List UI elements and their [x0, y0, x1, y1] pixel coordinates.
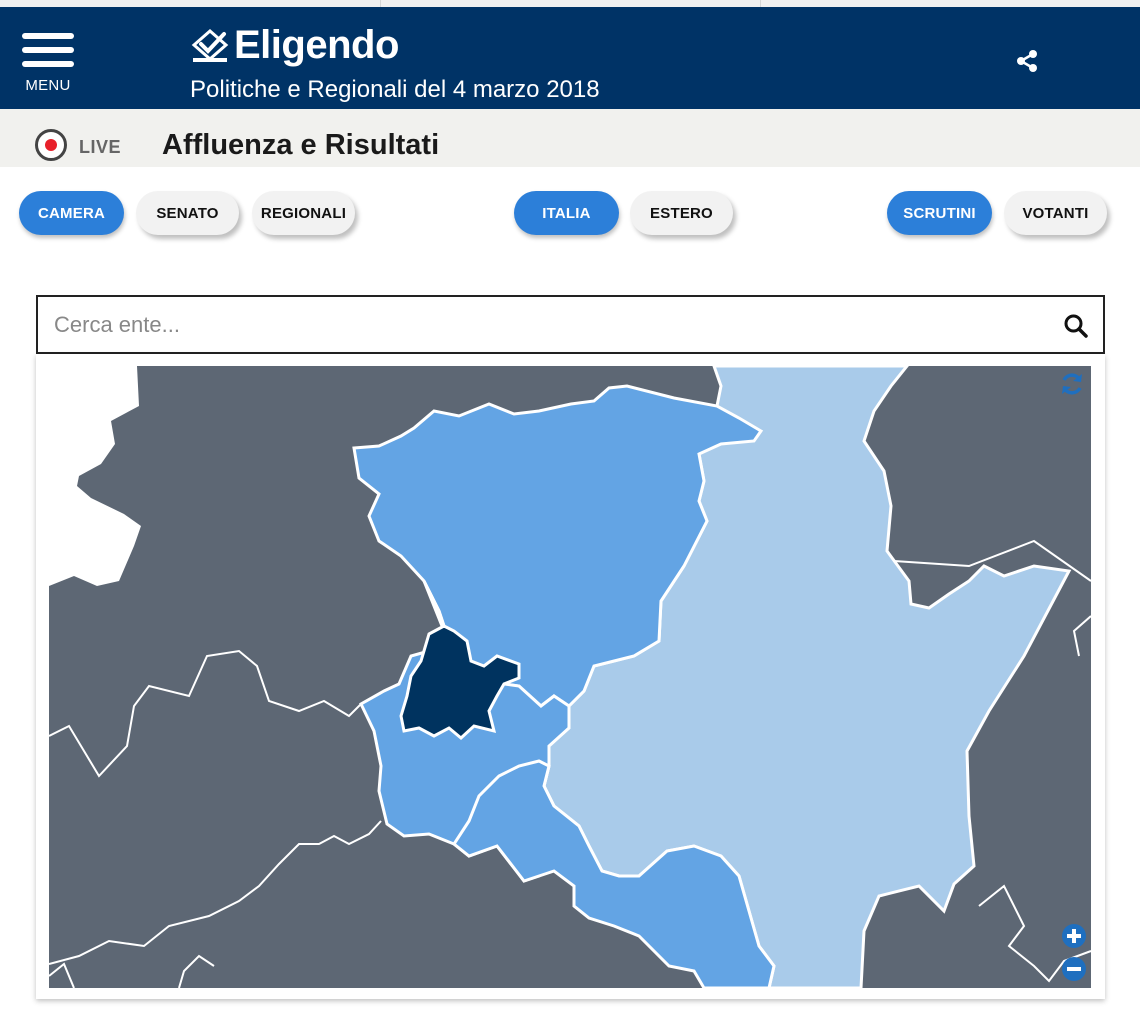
- province-medium-south[interactable]: [451, 759, 776, 988]
- hamburger-icon-bar: [22, 33, 74, 39]
- tab-senato[interactable]: SENATO: [136, 191, 239, 235]
- map-svg[interactable]: [49, 366, 1091, 988]
- hamburger-icon-bar: [22, 47, 74, 53]
- tab-scrutini[interactable]: SCRUTINI: [887, 191, 992, 235]
- share-icon[interactable]: [1013, 47, 1041, 75]
- brand-name: Eligendo: [234, 23, 399, 67]
- map-border-line: [893, 539, 1091, 582]
- app-header: MENU Eligendo Politiche e Regionali del …: [0, 7, 1140, 109]
- live-status-bar: LIVE Affluenza e Risultati: [0, 109, 1140, 167]
- province-selected[interactable]: [399, 624, 521, 740]
- page-title: Affluenza e Risultati: [162, 129, 440, 161]
- brand[interactable]: Eligendo: [190, 23, 399, 67]
- election-subtitle: Politiche e Regionali del 4 marzo 2018: [190, 76, 600, 103]
- tab-italia[interactable]: ITALIA: [514, 191, 619, 235]
- menu-button[interactable]: MENU: [18, 29, 78, 99]
- map-border-line: [1072, 615, 1091, 657]
- map-border-line: [49, 649, 362, 778]
- search-icon[interactable]: [1063, 313, 1089, 339]
- choropleth-map[interactable]: [49, 366, 1091, 988]
- tab-votanti[interactable]: VOTANTI: [1004, 191, 1107, 235]
- live-record-icon: [35, 129, 67, 161]
- map-border-line: [978, 884, 1091, 983]
- tab-estero[interactable]: ESTERO: [630, 191, 733, 235]
- live-label: LIVE: [79, 137, 122, 157]
- map-border-line: [178, 954, 215, 988]
- top-strip-segment: [0, 0, 381, 7]
- top-strip-segment: [381, 0, 761, 7]
- map-region-outside: [49, 366, 141, 586]
- tab-regionali[interactable]: REGIONALI: [252, 191, 355, 235]
- menu-label: MENU: [25, 77, 71, 94]
- search-input[interactable]: [54, 307, 1034, 343]
- map-border-line: [49, 820, 382, 965]
- browser-top-strip: [0, 0, 1140, 7]
- tab-camera[interactable]: CAMERA: [19, 191, 124, 235]
- zoom-in-icon[interactable]: [1061, 923, 1087, 949]
- map-panel: [36, 354, 1105, 999]
- refresh-icon[interactable]: [1059, 371, 1085, 397]
- map-border-line: [49, 962, 75, 988]
- search-box: [36, 295, 1105, 354]
- ballot-check-icon: [191, 29, 229, 62]
- zoom-out-icon[interactable]: [1061, 956, 1087, 982]
- hamburger-icon-bar: [22, 61, 74, 67]
